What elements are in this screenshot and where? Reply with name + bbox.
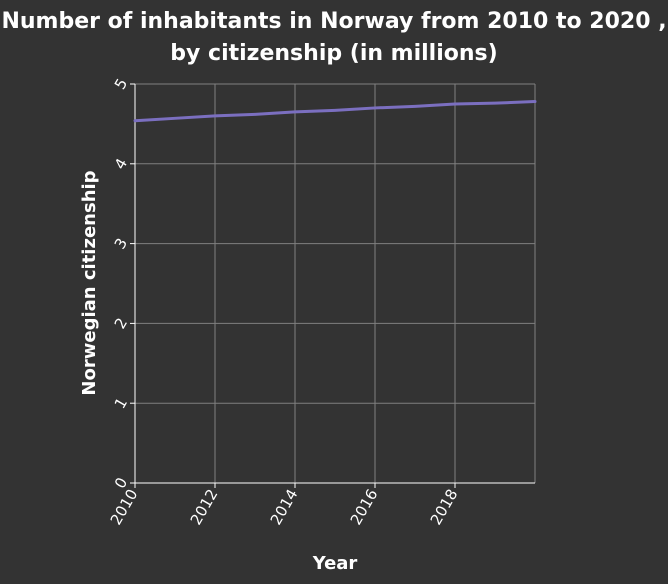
series-line-0 xyxy=(133,100,537,123)
x-tick-label-2016: 2016 xyxy=(347,486,382,528)
grid xyxy=(134,83,536,484)
x-tick-label-2018: 2018 xyxy=(427,486,462,528)
y-tick-label-3: 3 xyxy=(111,235,131,252)
x-tick-label-2014: 2014 xyxy=(267,486,302,528)
x-axis-label: Year xyxy=(312,553,358,574)
y-axis-label: Norwegian citizenship xyxy=(79,170,100,395)
chart-title: Number of inhabitants in Norway from 201… xyxy=(1,9,667,66)
x-tick-label-2010: 2010 xyxy=(107,486,142,528)
y-tick-label-5: 5 xyxy=(111,75,131,92)
y-tick-label-4: 4 xyxy=(111,155,131,172)
y-tick-label-2: 2 xyxy=(111,315,131,332)
x-tick-label-2012: 2012 xyxy=(187,486,222,528)
series-group xyxy=(133,100,537,123)
y-tick-label-1: 1 xyxy=(111,395,131,412)
